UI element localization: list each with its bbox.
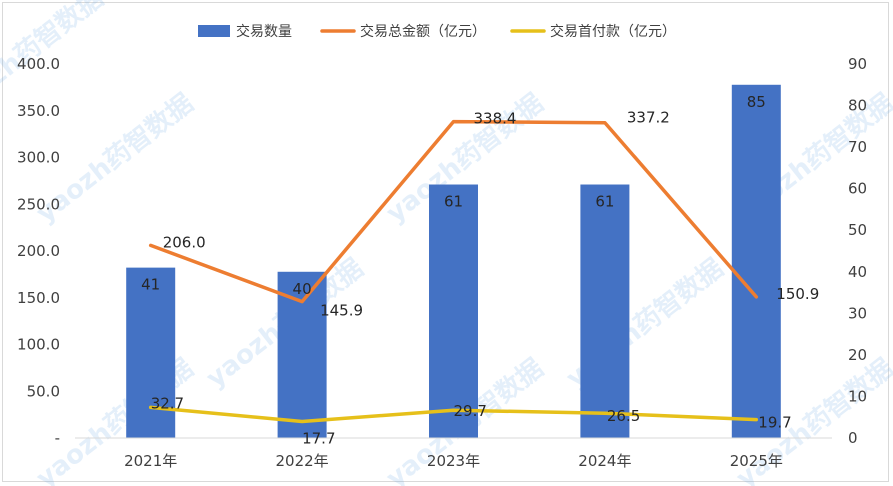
y-left-tick-label: 400.0 (17, 55, 60, 73)
y-right-tick-label: 40 (848, 263, 867, 281)
y-left-tick-label: - (55, 429, 60, 447)
line-data-label: 32.7 (151, 394, 184, 412)
y-left-tick-label: 350.0 (17, 102, 60, 120)
line-data-label: 26.5 (607, 407, 640, 425)
y-left-tick-label: 150.0 (17, 289, 60, 307)
x-tick-label: 2024年 (578, 452, 631, 470)
line-series (148, 119, 759, 424)
bar-data-label: 40 (293, 280, 312, 298)
legend: 交易数量 交易总金额（亿元） 交易首付款（亿元） (198, 23, 676, 40)
bar-2023年 (429, 184, 478, 438)
line-data-label: 150.9 (776, 285, 819, 303)
y-right-tick-label: 70 (848, 138, 867, 156)
bar-data-label: 85 (747, 93, 766, 111)
x-tick-label: 2021年 (124, 452, 177, 470)
line-data-label: 29.7 (454, 402, 487, 420)
legend-label: 交易首付款（亿元） (550, 23, 676, 40)
y-right-tick-label: 0 (848, 429, 858, 447)
y-right-tick-label: 10 (848, 387, 867, 405)
data-label-layer: 41 40 61 61 85 206.0 145.9 338.4 337.2 150.9 32.7 1… (141, 93, 819, 448)
y-right-tick-label: 80 (848, 97, 867, 115)
line-data-label: 338.4 (474, 110, 517, 128)
line-data-label: 145.9 (320, 302, 363, 320)
bar-data-label: 61 (444, 193, 463, 211)
y-right-tick-label: 30 (848, 304, 867, 322)
bar-series (126, 84, 781, 439)
y-right-tick-label: 90 (848, 55, 867, 73)
y-left-tick-label: 300.0 (17, 149, 60, 167)
y-left-tick-label: 100.0 (17, 336, 60, 354)
x-tick-label: 2023年 (427, 452, 480, 470)
y-left-tick-label: 200.0 (17, 242, 60, 260)
y-left-tick-label: 50.0 (27, 382, 60, 400)
line-data-label: 17.7 (302, 429, 335, 447)
line-data-label: 206.0 (163, 233, 206, 251)
bar-2024年 (580, 184, 630, 438)
line-data-label: 337.2 (627, 109, 670, 127)
axis-layer: - 50.0 100.0 150.0 200.0 250.0 300.0 350.0 400.0… (17, 55, 867, 470)
y-right-tick-label: 20 (848, 346, 867, 364)
y-right-tick-label: 60 (848, 180, 867, 198)
bar-data-label: 61 (595, 193, 614, 211)
bar-data-label: 41 (141, 276, 160, 294)
line-data-label: 19.7 (758, 414, 791, 432)
legend-label: 交易总金额（亿元） (360, 23, 486, 40)
y-left-tick-label: 250.0 (17, 195, 60, 213)
legend-label: 交易数量 (236, 23, 292, 40)
x-tick-label: 2022年 (276, 452, 329, 470)
x-tick-label: 2025年 (730, 452, 783, 470)
bar-2025年 (731, 84, 781, 439)
y-right-tick-label: 50 (848, 221, 867, 239)
legend-swatch-bar (198, 25, 230, 37)
